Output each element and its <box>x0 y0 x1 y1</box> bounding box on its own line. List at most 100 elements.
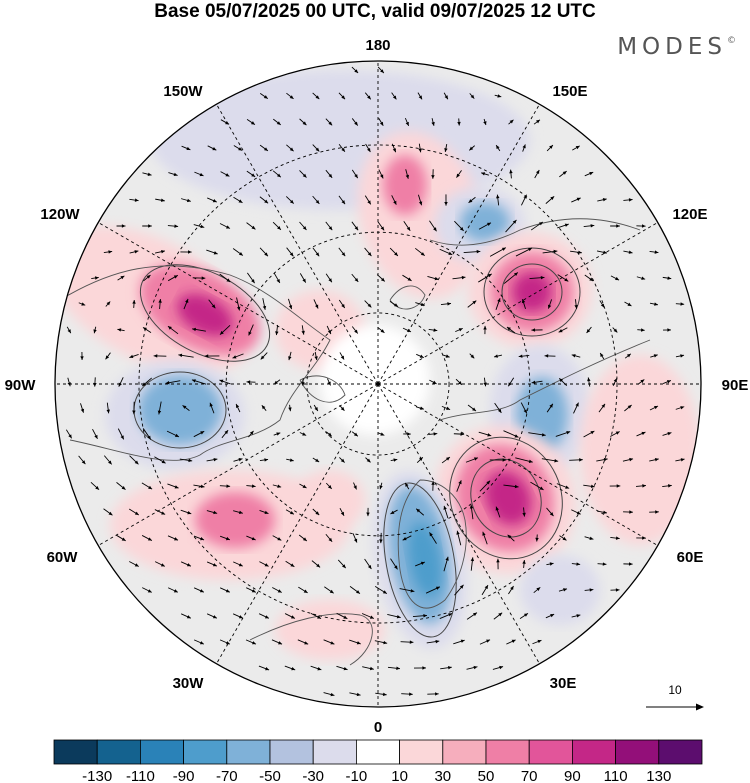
contour-line <box>139 264 271 362</box>
wind-vector-icon <box>351 66 359 74</box>
wind-vector-icon <box>405 169 410 179</box>
wind-vector-icon <box>67 377 71 387</box>
wind-vector-icon <box>623 510 633 514</box>
wind-vector-icon <box>508 119 514 125</box>
wind-vector-icon <box>132 300 136 308</box>
wind-vector-icon <box>571 354 581 358</box>
wind-vector-icon <box>610 588 620 592</box>
wind-vector-icon <box>637 328 645 332</box>
wind-vector-icon <box>336 665 348 671</box>
wind-vector-icon <box>379 482 383 490</box>
colorbar-swatch <box>658 739 703 765</box>
brand-name: MODES <box>617 34 727 60</box>
wind-vector-icon <box>142 224 152 228</box>
wind-vector-icon <box>311 560 321 568</box>
wind-vector-icon <box>428 432 438 436</box>
wind-vector-icon <box>285 560 295 568</box>
contour-line <box>501 263 563 321</box>
wind-vector-icon <box>413 666 427 670</box>
wind-vector-icon <box>493 354 503 358</box>
wind-vector-icon <box>193 587 205 593</box>
wind-vector-icon <box>349 692 361 697</box>
blob-pos-south <box>275 600 385 660</box>
wind-vector-icon <box>141 377 153 387</box>
coastline <box>249 613 373 666</box>
wind-vector-icon <box>129 561 139 567</box>
wind-vector-icon <box>181 198 191 203</box>
colorbar-label: 10 <box>391 768 408 783</box>
coastlines <box>59 218 651 666</box>
wind-vector-icon <box>478 222 492 230</box>
wind-vector-icon <box>262 298 267 310</box>
wind-vector-icon <box>325 533 333 543</box>
blob-pos-far-east <box>580 355 700 545</box>
wind-vector-icon <box>194 171 204 177</box>
blob-pos-s-small <box>295 470 365 530</box>
wind-vector-icon <box>310 665 322 671</box>
wind-vector-icon <box>520 402 528 414</box>
wind-vector-icon <box>467 300 477 308</box>
wind-vector-icon <box>166 430 180 438</box>
wind-vector-icon <box>259 509 269 515</box>
wind-vector-icon <box>503 430 519 438</box>
wind-vector-icon <box>587 377 591 387</box>
wind-vector-icon <box>141 482 153 490</box>
wind-vector-icon <box>204 354 220 358</box>
wind-vector-icon <box>542 249 558 254</box>
blob-neg-ne-core <box>460 202 510 242</box>
wind-vector-icon <box>455 378 463 386</box>
wind-vector-icon <box>91 276 99 280</box>
wind-vector-icon <box>505 219 517 233</box>
wind-vector-icon <box>522 560 526 568</box>
wind-vector-icon <box>470 557 475 571</box>
wind-vector-icon <box>650 354 658 358</box>
wind-vector-icon <box>572 145 580 151</box>
map-title: Base 05/07/2025 00 UTC, valid 09/07/2025… <box>154 1 596 22</box>
wind-vector-icon <box>390 458 398 462</box>
blob-pos-se-center <box>484 470 532 526</box>
wind-vector-icon <box>402 327 412 333</box>
wind-vector-icon <box>495 144 501 152</box>
wind-vector-icon <box>349 585 361 595</box>
wind-vector-icon <box>338 92 346 100</box>
wind-vector-icon <box>506 326 516 334</box>
wind-vector-icon <box>208 299 216 309</box>
wind-vector-icon <box>431 118 435 126</box>
wind-vector-icon <box>299 273 307 283</box>
wind-vector-icon <box>428 328 438 332</box>
wind-vector-icon <box>219 639 231 645</box>
wind-vector-icon <box>479 639 491 645</box>
wind-vector-icon <box>515 457 533 463</box>
wind-vector-icon <box>530 221 544 231</box>
longitude-label: 60W <box>47 549 79 566</box>
wind-vector-icon <box>245 639 257 645</box>
wind-vector-icon <box>259 247 269 257</box>
wind-vector-icon <box>675 302 685 306</box>
wind-vector-icon <box>158 298 162 310</box>
wind-vector-icon <box>515 247 533 257</box>
wind-vector-icon <box>404 482 410 490</box>
wind-vector-icon <box>583 484 595 489</box>
blob-pos-west-center <box>177 293 233 337</box>
wind-vector-icon <box>522 507 526 517</box>
wind-vector-icon <box>415 302 425 307</box>
wind-vector-icon <box>493 612 503 620</box>
wind-vector-icon <box>675 406 685 410</box>
longitude-label: 120W <box>40 206 80 223</box>
wind-vector-icon <box>507 534 515 542</box>
wind-vector-icon <box>236 297 241 311</box>
colorbar-label: -70 <box>216 768 238 783</box>
wind-vector-icon <box>221 429 229 439</box>
wind-vector-icon <box>481 584 489 596</box>
wind-vector-icon <box>298 534 308 542</box>
wind-vector-icon <box>272 484 282 488</box>
wind-vector-icon <box>401 692 413 696</box>
wind-vector-icon <box>377 221 385 231</box>
wind-vector-icon <box>193 639 205 645</box>
wind-vector-icon <box>675 458 685 462</box>
wind-vector-icon <box>206 249 218 255</box>
wind-vector-icon <box>597 198 607 202</box>
latitude-circle <box>138 144 618 624</box>
wind-vector-icon <box>261 405 267 411</box>
wind-vector-icon <box>365 143 371 153</box>
